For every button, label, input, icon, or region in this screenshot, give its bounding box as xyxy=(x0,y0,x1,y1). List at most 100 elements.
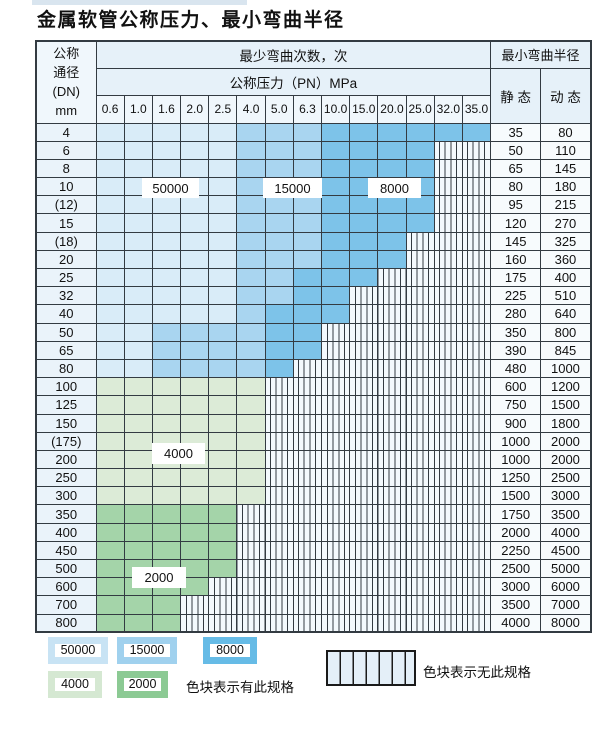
grid-cell-b1 xyxy=(95,122,125,142)
grid-cell-b1 xyxy=(123,249,153,270)
grid-cell-b1 xyxy=(95,249,125,270)
grid-cell-g2 xyxy=(151,540,182,561)
grid-cell-no-spec xyxy=(433,413,463,433)
grid-cell-b1 xyxy=(95,322,125,342)
grid-cell-b3 xyxy=(349,122,379,142)
grid-cell-g2 xyxy=(95,522,125,542)
static-radius-cell: 1250 xyxy=(490,468,542,488)
pressure-col-header: 6.3 xyxy=(292,94,323,124)
grid-cell-no-spec xyxy=(349,340,379,360)
grid-cell-no-spec xyxy=(433,140,463,160)
static-radius-cell: 750 xyxy=(490,395,542,415)
static-radius-cell: 900 xyxy=(490,413,542,433)
grid-cell-no-spec xyxy=(320,395,351,415)
grid-cell-no-spec xyxy=(461,486,492,506)
grid-cell-b1 xyxy=(208,267,238,288)
dn-cell: (18) xyxy=(35,231,97,251)
grid-cell-g2 xyxy=(95,595,125,615)
static-radius-cell: 2500 xyxy=(490,558,542,579)
grid-cell-no-spec xyxy=(405,340,435,360)
grid-cell-b3 xyxy=(264,304,294,324)
grid-cell-b1 xyxy=(123,213,153,233)
grid-cell-no-spec xyxy=(349,304,379,324)
grid-cell-b1 xyxy=(123,304,153,324)
grid-cell-no-spec xyxy=(236,595,266,615)
static-radius-cell: 1000 xyxy=(490,449,542,470)
static-radius-cell: 225 xyxy=(490,286,542,306)
grid-cell-no-spec xyxy=(405,286,435,306)
grid-cell-b1 xyxy=(180,195,210,215)
grid-cell-g1 xyxy=(123,431,153,451)
dn-cell: 200 xyxy=(35,449,97,470)
grid-cell-b3 xyxy=(264,358,294,379)
legend-swatch-2000: 2000 xyxy=(117,671,168,698)
grid-cell-b3 xyxy=(349,249,379,270)
legend-no-spec-note: 色块表示无此规格 xyxy=(423,665,531,680)
table-row: 20 160 360 xyxy=(35,249,592,270)
grid-cell-no-spec xyxy=(461,413,492,433)
dn-cell: (175) xyxy=(35,431,97,451)
grid-cell-b3 xyxy=(377,231,407,251)
grid-cell-no-spec xyxy=(349,395,379,415)
grid-cell-g1 xyxy=(123,468,153,488)
dynamic-radius-cell: 1500 xyxy=(540,395,592,415)
static-radius-cell: 80 xyxy=(490,177,542,197)
grid-cell-no-spec xyxy=(320,377,351,397)
dn-cell: 125 xyxy=(35,395,97,415)
grid-cell-no-spec xyxy=(461,504,492,524)
pressure-col-header: 2.5 xyxy=(208,94,238,124)
pressure-col-header: 5.0 xyxy=(264,94,294,124)
grid-cell-no-spec xyxy=(236,558,266,579)
dn-header-line: mm xyxy=(55,103,78,119)
grid-cell-g2 xyxy=(123,504,153,524)
dn-cell: 450 xyxy=(35,540,97,561)
table-row: 100 600 1200 xyxy=(35,377,592,397)
pressure-col-header: 4.0 xyxy=(236,94,266,124)
grid-cell-no-spec xyxy=(349,322,379,342)
table-row: (175) 1000 2000 xyxy=(35,431,592,451)
grid-cell-no-spec xyxy=(433,486,463,506)
grid-cell-no-spec xyxy=(377,577,407,597)
grid-cell-b2 xyxy=(236,231,266,251)
grid-cell-no-spec xyxy=(377,468,407,488)
grid-cell-no-spec xyxy=(461,267,492,288)
grid-cell-b1 xyxy=(180,267,210,288)
grid-cell-g1 xyxy=(236,395,266,415)
pressure-col-header: 20.0 xyxy=(377,94,407,124)
grid-cell-g1 xyxy=(123,449,153,470)
grid-cell-no-spec xyxy=(320,522,351,542)
table-row: 700 3500 7000 xyxy=(35,595,592,615)
grid-cell-no-spec xyxy=(405,522,435,542)
grid-cell-b2 xyxy=(236,122,266,142)
grid-cell-b1 xyxy=(123,122,153,142)
grid-cell-g1 xyxy=(236,468,266,488)
grid-cell-no-spec xyxy=(405,249,435,270)
dynamic-radius-cell: 2500 xyxy=(540,468,592,488)
grid-cell-no-spec xyxy=(377,267,407,288)
pressure-col-header: 35.0 xyxy=(461,94,492,124)
grid-cell-b3 xyxy=(349,158,379,179)
grid-cell-b3 xyxy=(292,304,323,324)
grid-cell-b2 xyxy=(292,122,323,142)
pressure-col-header: 10.0 xyxy=(320,94,351,124)
grid-cell-no-spec xyxy=(433,449,463,470)
dn-cell: 65 xyxy=(35,340,97,360)
grid-cell-b3 xyxy=(405,195,435,215)
grid-cell-g1 xyxy=(236,486,266,506)
grid-cell-b1 xyxy=(123,322,153,342)
grid-cell-b1 xyxy=(123,195,153,215)
dn-cell: 4 xyxy=(35,122,97,142)
grid-cell-no-spec xyxy=(264,413,294,433)
grid-cell-b2 xyxy=(236,140,266,160)
grid-cell-no-spec xyxy=(405,358,435,379)
grid-cell-no-spec xyxy=(377,431,407,451)
bend-times-header: 最少弯曲次数，次 xyxy=(95,40,492,69)
dn-cell: 40 xyxy=(35,304,97,324)
grid-cell-no-spec xyxy=(236,504,266,524)
dynamic-radius-cell: 845 xyxy=(540,340,592,360)
grid-cell-g1 xyxy=(95,486,125,506)
grid-cell-b3 xyxy=(377,195,407,215)
grid-cell-b2 xyxy=(264,213,294,233)
grid-cell-no-spec xyxy=(349,558,379,579)
dynamic-radius-cell: 180 xyxy=(540,177,592,197)
